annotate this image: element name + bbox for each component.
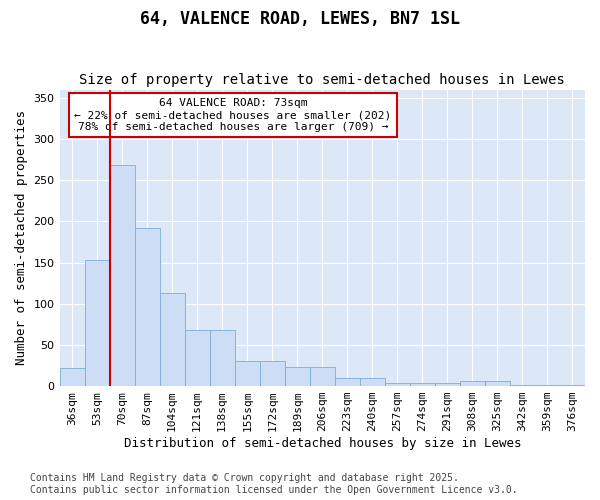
Bar	[310, 367, 335, 386]
Bar	[285, 367, 310, 386]
Text: 64 VALENCE ROAD: 73sqm
← 22% of semi-detached houses are smaller (202)
78% of se: 64 VALENCE ROAD: 73sqm ← 22% of semi-det…	[74, 98, 392, 132]
Bar	[485, 381, 510, 386]
Bar	[85, 260, 110, 386]
Bar	[160, 293, 185, 386]
Bar	[460, 381, 485, 386]
Bar	[335, 378, 360, 386]
Bar	[435, 383, 460, 386]
Y-axis label: Number of semi-detached properties: Number of semi-detached properties	[15, 110, 28, 366]
Bar	[185, 330, 209, 386]
Bar	[410, 383, 435, 386]
Bar	[110, 166, 134, 386]
X-axis label: Distribution of semi-detached houses by size in Lewes: Distribution of semi-detached houses by …	[124, 437, 521, 450]
Title: Size of property relative to semi-detached houses in Lewes: Size of property relative to semi-detach…	[79, 73, 565, 87]
Bar	[235, 362, 260, 386]
Text: Contains HM Land Registry data © Crown copyright and database right 2025.
Contai: Contains HM Land Registry data © Crown c…	[30, 474, 518, 495]
Bar	[360, 378, 385, 386]
Bar	[134, 228, 160, 386]
Bar	[385, 383, 410, 386]
Text: 64, VALENCE ROAD, LEWES, BN7 1SL: 64, VALENCE ROAD, LEWES, BN7 1SL	[140, 10, 460, 28]
Bar	[209, 330, 235, 386]
Bar	[260, 362, 285, 386]
Bar	[59, 368, 85, 386]
